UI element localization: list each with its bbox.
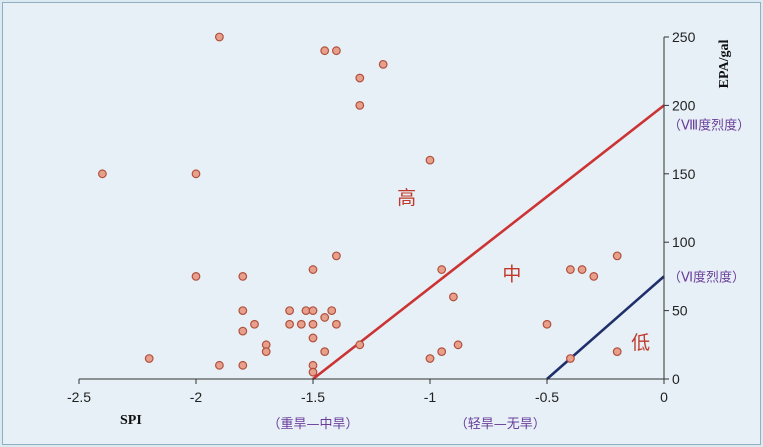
data-point [285, 306, 295, 316]
y-tick-label: 50 [672, 303, 688, 319]
threshold-line [312, 104, 665, 381]
data-point [332, 46, 341, 56]
data-point [238, 360, 248, 370]
data-point [332, 251, 341, 261]
data-point [577, 265, 587, 274]
y-annotation: （Ⅷ度烈度） [668, 118, 750, 134]
data-point [566, 354, 575, 363]
data-point [378, 59, 388, 69]
y-tick-label: 0 [672, 371, 680, 387]
data-point [191, 169, 201, 179]
data-point [437, 265, 447, 274]
data-point [589, 272, 599, 281]
x-tick-label: -1 [424, 389, 437, 405]
data-point [542, 319, 552, 329]
data-point [327, 306, 337, 316]
x-tick-label: -2.5 [67, 389, 91, 405]
data-point [355, 73, 365, 83]
y-annotation: （Ⅵ度烈度） [668, 269, 745, 285]
x-annotation: （轻旱—无旱） [455, 417, 546, 432]
data-point [308, 319, 318, 329]
y-tick-label: 200 [672, 97, 696, 113]
data-point [320, 313, 330, 322]
x-tick-label: 0 [660, 389, 668, 405]
x-tick-label: -2 [190, 389, 203, 405]
data-point [612, 251, 622, 261]
threshold-line [546, 275, 665, 380]
y-tick-label: 100 [672, 234, 696, 250]
data-point [566, 265, 575, 274]
x-annotation: （重旱—中旱） [267, 416, 358, 432]
data-point [238, 306, 248, 316]
data-point [320, 46, 330, 56]
data-point [437, 347, 447, 357]
region-label: 中 [502, 264, 521, 286]
data-point [238, 326, 248, 336]
region-label: 高 [397, 187, 416, 209]
data-point [144, 354, 154, 363]
data-point [214, 360, 224, 370]
y-tick-label: 150 [672, 166, 696, 182]
data-point [612, 347, 622, 357]
x-tick-label: -0.5 [535, 389, 559, 405]
data-point [214, 32, 224, 42]
data-point [332, 319, 341, 329]
data-point [425, 155, 435, 165]
data-point [250, 319, 259, 329]
data-point [97, 169, 107, 179]
data-point [238, 272, 248, 281]
data-point [191, 272, 201, 281]
data-point [285, 319, 295, 329]
x-axis-title: SPI [120, 413, 142, 428]
data-point [449, 292, 458, 302]
data-point [320, 347, 330, 357]
data-point [308, 306, 318, 316]
data-point [261, 347, 271, 357]
data-point [308, 265, 318, 274]
data-point [453, 340, 463, 350]
data-point [355, 100, 365, 110]
data-point [308, 333, 318, 343]
data-point [355, 340, 365, 350]
y-axis-title: EPA/gal [717, 40, 732, 89]
data-point [296, 319, 306, 329]
data-point [308, 367, 318, 377]
x-tick-label: -1.5 [301, 389, 325, 405]
data-point [425, 354, 435, 363]
y-tick-label: 250 [672, 29, 696, 45]
region-label: 低 [631, 332, 650, 354]
